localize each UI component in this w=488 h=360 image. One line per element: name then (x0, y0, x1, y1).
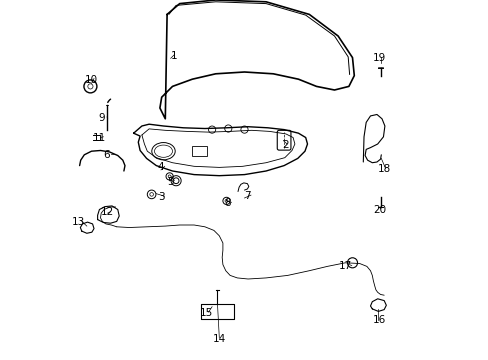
Text: 10: 10 (85, 75, 98, 85)
Text: 6: 6 (103, 150, 110, 160)
Text: 1: 1 (171, 51, 177, 61)
Text: 8: 8 (224, 198, 231, 208)
Text: 17: 17 (338, 261, 351, 271)
Text: 3: 3 (157, 192, 164, 202)
Text: 4: 4 (157, 162, 164, 172)
Text: 18: 18 (378, 164, 391, 174)
Text: 12: 12 (100, 207, 113, 217)
Text: 16: 16 (372, 315, 386, 325)
Text: 5: 5 (167, 177, 174, 187)
Text: 19: 19 (372, 53, 386, 63)
Text: 13: 13 (72, 217, 85, 228)
Text: 20: 20 (372, 204, 385, 215)
Text: 11: 11 (92, 132, 105, 143)
Text: 9: 9 (98, 113, 105, 123)
Text: 14: 14 (212, 334, 225, 344)
Text: 15: 15 (200, 308, 213, 318)
Text: 7: 7 (244, 191, 250, 201)
Text: 2: 2 (282, 140, 288, 150)
